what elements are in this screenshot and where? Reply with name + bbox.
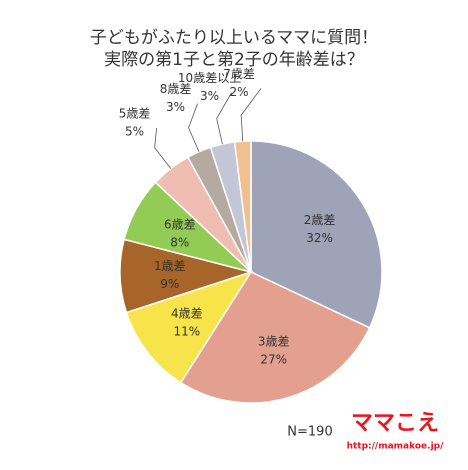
slice-value: 32% <box>306 231 333 245</box>
slice-label: 8歳差 <box>160 82 192 96</box>
slice-value: 27% <box>260 352 287 366</box>
slice-label: 6歳差 <box>164 217 196 231</box>
slice-label: 1歳差 <box>154 259 186 273</box>
slice-label: 7歳差 <box>223 67 255 81</box>
slice-label: 4歳差 <box>171 306 203 320</box>
leader-line <box>154 127 172 169</box>
slice-value: 3% <box>166 100 185 114</box>
sample-size: N=190 <box>287 425 332 440</box>
slice-value: 8% <box>170 235 189 249</box>
pie-slice <box>125 270 253 384</box>
leader-line <box>216 92 232 145</box>
slice-value: 5% <box>125 124 144 138</box>
logo-url: http://mamakoe.jp/ <box>347 442 445 452</box>
pie-slice <box>250 140 383 329</box>
slice-label: 3歳差 <box>258 334 290 348</box>
chart-title: 実際の第1子と第2子の年齢差は？ <box>104 50 364 70</box>
slice-value: 3% <box>200 89 219 103</box>
logo: ママこえ <box>351 411 439 436</box>
slice-value: 9% <box>160 277 179 291</box>
slice-value: 11% <box>173 324 200 338</box>
leader-line <box>188 103 200 152</box>
slice-value: 2% <box>230 85 249 99</box>
slice-label: 10歳差以上 <box>178 71 241 85</box>
leader-line <box>240 88 262 142</box>
pie-slice <box>179 271 371 404</box>
slice-label: 5歳差 <box>119 106 151 120</box>
chart-title: 子どもがふたり以上いるママに質問！ <box>90 28 378 48</box>
slice-label: 2歳差 <box>304 213 336 227</box>
